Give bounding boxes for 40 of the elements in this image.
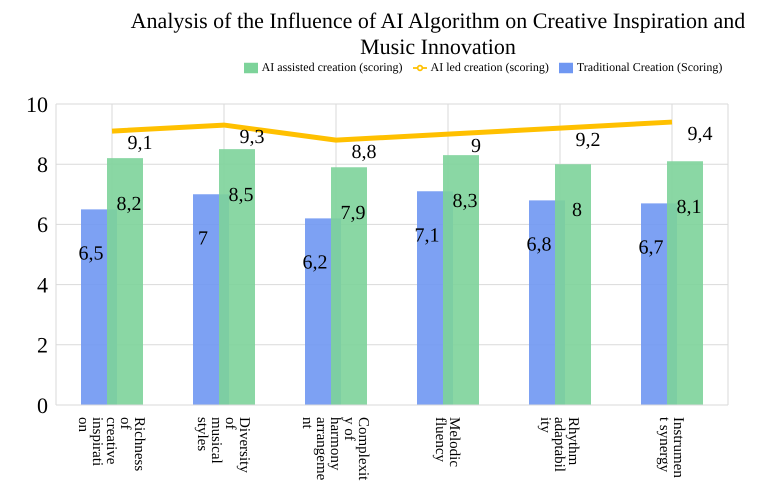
bar [219,149,255,405]
bar [667,161,703,405]
data-label: 7 [198,227,208,250]
chart-title: Analysis of the Influence of AI Algorithm on Creative Inspiration and Music Innovation [130,8,746,60]
legend-label: Traditional Creation (Scoring) [576,60,722,74]
data-label: 8,5 [228,184,254,206]
bar [555,164,591,405]
y-tick-label: 0 [37,392,48,418]
data-label: 9,2 [576,129,600,152]
data-label: 7,9 [340,202,366,224]
data-label: 9,4 [688,123,712,146]
bar [443,155,479,405]
data-label: 6,8 [526,233,552,256]
x-tick-label: Complexity of harmony arrangement [299,417,371,482]
bar [107,158,143,405]
x-tick-label: Diversity of musical styles [194,417,252,474]
data-label: 8,1 [676,196,702,218]
data-label: 6,5 [78,242,104,264]
y-tick-label: 2 [37,332,48,358]
y-tick-label: 6 [37,212,48,238]
x-tick-label: Richness of creative inspiration [75,417,147,472]
data-label: 7,1 [414,224,440,246]
y-tick-label: 4 [37,272,48,298]
legend-label: AI assisted creation (scoring) [262,60,403,74]
x-tick-label: Melodic fluency [432,417,462,468]
x-tick-label: Rhythm adaptability [537,417,581,472]
bar [331,167,367,405]
legend-label: AI led creation (scoring) [430,60,549,74]
data-label: 6,7 [638,236,664,258]
y-tick-label: 10 [26,92,48,117]
data-label: 8,8 [352,141,376,164]
data-label: 8,3 [452,190,478,212]
data-label: 8,2 [116,193,142,216]
data-label: 9,3 [240,126,264,148]
x-tick-label: Instrument synergy [656,417,686,478]
y-tick-label: 8 [37,152,48,178]
data-label: 8 [572,199,582,222]
data-label: 9,1 [128,132,152,154]
data-label: 6,2 [302,251,328,274]
data-label: 9 [471,135,481,158]
